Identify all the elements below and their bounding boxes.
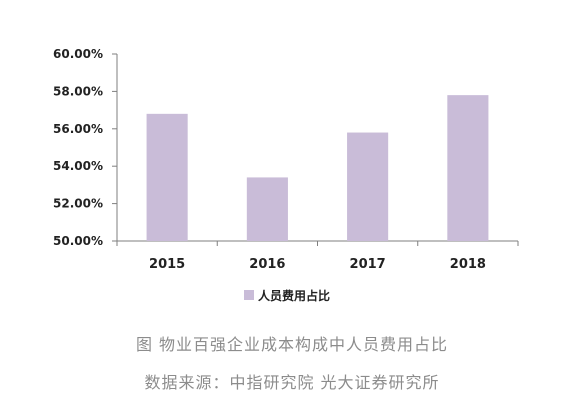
x-tick-label: 2018 bbox=[450, 257, 486, 272]
bar bbox=[447, 95, 489, 241]
y-tick-label: 60.00% bbox=[53, 47, 103, 61]
bar-series bbox=[146, 95, 489, 241]
bar bbox=[246, 177, 288, 241]
y-tick-label: 58.00% bbox=[53, 84, 103, 98]
x-tick-label: 2017 bbox=[350, 257, 386, 272]
y-tick-label: 52.00% bbox=[53, 197, 103, 211]
source-note: 数据来源：中指研究院 光大证券研究所 bbox=[144, 373, 440, 392]
y-tick-label: 50.00% bbox=[53, 234, 103, 248]
x-tick-label: 2016 bbox=[249, 257, 285, 272]
y-tick-label: 54.00% bbox=[53, 159, 103, 173]
bar bbox=[146, 113, 188, 241]
y-tick-label: 56.00% bbox=[53, 122, 103, 136]
legend-swatch bbox=[244, 290, 254, 300]
legend: 人员费用占比 bbox=[244, 288, 330, 303]
figure-caption: 图 物业百强企业成本构成中人员费用占比 bbox=[135, 335, 449, 354]
bar-chart: 50.00% 52.00% 54.00% 56.00% 58.00% 60.00% 201… bbox=[53, 47, 519, 303]
bar bbox=[347, 132, 389, 241]
x-axis: 2015 2016 2017 2018 bbox=[116, 240, 519, 272]
legend-label: 人员费用占比 bbox=[258, 288, 330, 303]
x-tick-label: 2015 bbox=[149, 257, 185, 272]
y-axis: 50.00% 52.00% 54.00% 56.00% 58.00% 60.00% bbox=[53, 47, 118, 248]
